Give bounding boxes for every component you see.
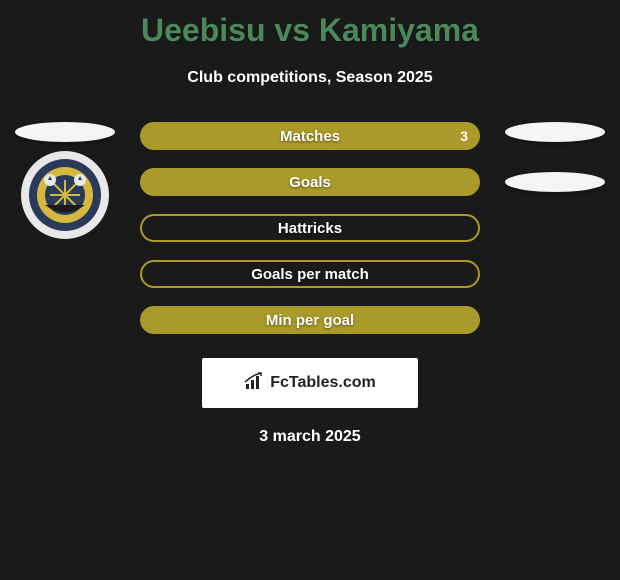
stat-bar-goals-per-match: Goals per match — [140, 260, 480, 288]
stat-bar-matches: Matches 3 — [140, 122, 480, 150]
stat-bar-hattricks: Hattricks — [140, 214, 480, 242]
stat-label: Goals per match — [251, 266, 369, 283]
stat-bars-container: Matches 3 Goals Hattricks Goals per matc… — [140, 122, 480, 334]
content-area: Matches 3 Goals Hattricks Goals per matc… — [0, 122, 620, 446]
footer-brand-text: FcTables.com — [270, 374, 376, 392]
stat-label: Matches — [280, 128, 340, 145]
left-team-badge — [20, 150, 110, 240]
left-player-column — [10, 122, 120, 240]
date-text: 3 march 2025 — [0, 428, 620, 446]
right-player-oval-2 — [505, 172, 605, 192]
stat-label: Hattricks — [278, 220, 342, 237]
stat-right-value: 3 — [460, 128, 468, 144]
stat-label: Goals — [289, 174, 331, 191]
page-title: Ueebisu vs Kamiyama — [0, 0, 620, 49]
right-player-oval-1 — [505, 122, 605, 142]
left-player-oval — [15, 122, 115, 142]
footer-brand-box: FcTables.com — [202, 358, 418, 408]
stat-bar-min-per-goal: Min per goal — [140, 306, 480, 334]
chart-icon — [244, 372, 264, 395]
subtitle: Club competitions, Season 2025 — [0, 69, 620, 87]
stat-label: Min per goal — [266, 312, 354, 329]
right-player-column — [500, 122, 610, 192]
stat-bar-goals: Goals — [140, 168, 480, 196]
